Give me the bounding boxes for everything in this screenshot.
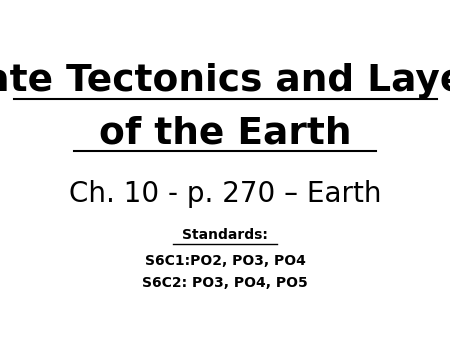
Text: Plate Tectonics and Layers: Plate Tectonics and Layers <box>0 63 450 99</box>
Text: of the Earth: of the Earth <box>99 116 351 151</box>
Text: Standards:: Standards: <box>182 228 268 242</box>
Text: S6C2: PO3, PO4, PO5: S6C2: PO3, PO4, PO5 <box>142 276 308 290</box>
Text: S6C1:PO2, PO3, PO4: S6C1:PO2, PO3, PO4 <box>144 254 306 268</box>
Text: Ch. 10 - p. 270 – Earth: Ch. 10 - p. 270 – Earth <box>69 180 381 208</box>
